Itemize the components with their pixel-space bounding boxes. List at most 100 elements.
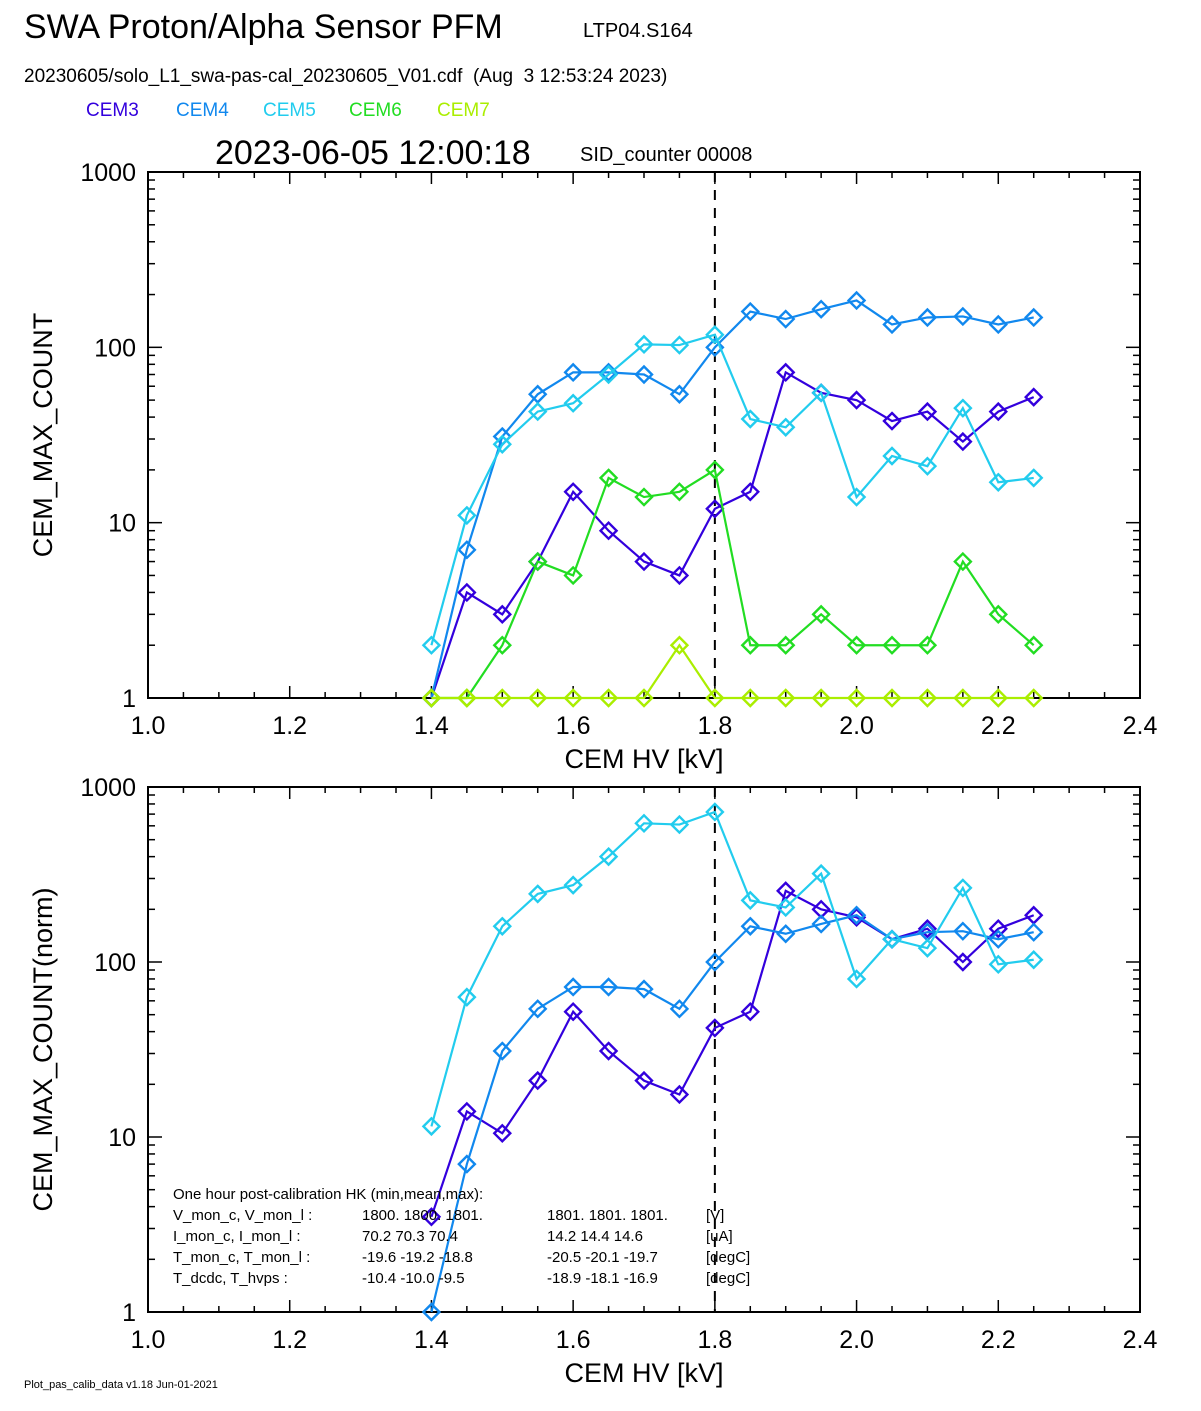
series-line-cem6 [431,468,1035,700]
data-point-cem4 [811,299,831,319]
data-point-cem5 [917,938,938,958]
data-point-cem4 [846,290,867,311]
hk-row-label: T_dcdc, T_hvps : [173,1270,288,1287]
series-line-cem5 [430,810,1034,1127]
hk-row-values-a: -10.4 -10.0 -9.5 [362,1270,465,1287]
data-point-cem7 [528,688,548,708]
data-point-cem3 [953,431,973,452]
data-point-cem3 [598,520,619,541]
y-tick-label: 1000 [80,159,136,187]
data-point-cem7 [882,688,902,708]
data-point-cem5 [598,364,619,385]
hk-row-label: V_mon_c, V_mon_l : [173,1207,312,1224]
series-line-cem4 [430,299,1034,699]
data-point-cem5 [705,325,725,345]
data-point-cem3 [492,604,512,625]
data-point-cem5 [1024,468,1044,488]
hk-row-label: T_mon_c, T_mon_l : [173,1249,310,1266]
data-point-cem7 [811,688,831,708]
series-cem3 [421,881,1044,1227]
data-point-cem3 [528,1070,548,1091]
data-point-cem6 [1024,635,1044,655]
data-point-cem7 [634,688,654,708]
y-tick-label: 100 [94,949,136,977]
x-tick-label: 1.2 [272,712,307,740]
data-point-cem3 [988,918,1008,939]
x-axis-label: CEM HV [kV] [564,744,723,774]
data-point-cem3 [846,907,867,928]
series-cem7 [421,635,1044,708]
data-point-cem6 [740,635,760,655]
legend-item-cem7: CEM7 [437,100,490,121]
x-tick-label: 2.4 [1123,712,1158,740]
legend-item-cem4: CEM4 [176,100,229,121]
y-tick-label: 100 [94,334,136,362]
data-point-cem4 [882,314,902,335]
data-point-cem4 [740,301,760,322]
data-point-cem4 [953,921,973,941]
chart-panel-2: 1.0 1.2 1.4 1.6 1.8 2.0 2.2 2.4 1 10 100 1000 CEM HV… [28,774,1157,1388]
hk-row-values-b: -18.9 -18.1 -16.9 [547,1270,658,1287]
data-point-cem6 [669,482,690,502]
data-point-cem5 [776,417,796,437]
data-point-cem7 [669,635,690,655]
data-point-cem6 [882,635,902,655]
series-cem6 [421,460,1044,708]
data-point-cem4 [1024,307,1044,328]
data-point-cem3 [457,582,477,603]
data-point-cem6 [598,468,619,488]
x-tick-label: 2.4 [1123,1326,1158,1354]
hk-row-values-a: 1800. 1800. 1801. [362,1207,483,1224]
hk-row-unit: [V] [706,1207,724,1224]
data-point-cem3 [634,551,654,572]
x-axis-label: CEM HV [kV] [564,1358,723,1388]
data-point-cem5 [776,897,796,918]
plot-frame [147,171,1141,699]
x-tick-label: 1.8 [697,1326,732,1354]
legend-item-cem3: CEM3 [86,100,139,121]
hk-row-unit: [degC] [706,1249,750,1266]
series-line-cem5 [430,333,1034,646]
data-point-cem4 [705,952,725,972]
data-point-cem4 [776,309,796,329]
data-point-cem4 [634,979,654,999]
data-point-cem3 [421,1207,442,1227]
data-point-cem5 [598,846,619,867]
x-tick-label: 2.2 [981,712,1016,740]
data-point-cem7 [421,688,442,708]
data-point-cem5 [740,409,760,429]
hk-row-unit: [uA] [706,1228,733,1245]
x-tick-label: 1.8 [697,712,732,740]
data-point-cem3 [953,952,973,972]
data-point-cem5 [457,505,477,526]
data-point-cem7 [492,688,512,708]
y-tick-label: 1 [122,1299,136,1327]
data-point-cem5 [988,472,1008,492]
series-cem5 [421,325,1044,655]
x-tick-label: 1.4 [414,1326,449,1354]
y-axis-label: CEM_MAX_COUNT [28,313,58,558]
data-point-cem5 [705,802,725,822]
y-tick-label: 10 [108,1124,136,1152]
data-point-cem5 [882,446,902,466]
data-point-cem5 [634,334,654,355]
hk-row-label: I_mon_c, I_mon_l : [173,1228,301,1245]
data-point-cem4 [776,924,796,944]
data-point-cem3 [917,401,938,422]
data-point-cem6 [917,635,938,655]
series-cem3 [421,362,1044,708]
sid-counter: SID_counter 00008 [580,144,753,166]
hk-title: One hour post-calibration HK (min,mean,m… [173,1186,483,1203]
data-point-cem7 [598,688,619,708]
data-point-cem5 [669,335,690,355]
chart-panel-1: 1.0 1.2 1.4 1.6 1.8 2.0 2.2 2.4 1 10 100 1000 CEM HV… [28,159,1157,774]
data-point-cem5 [563,875,583,895]
hk-row-values-b: 1801. 1801. 1801. [547,1207,668,1224]
data-point-cem5 [846,969,867,989]
data-point-cem4 [1024,922,1044,942]
data-point-cem6 [563,565,583,586]
data-point-cem6 [528,551,548,572]
x-tick-label: 2.0 [839,712,874,740]
data-point-cem5 [917,456,938,476]
